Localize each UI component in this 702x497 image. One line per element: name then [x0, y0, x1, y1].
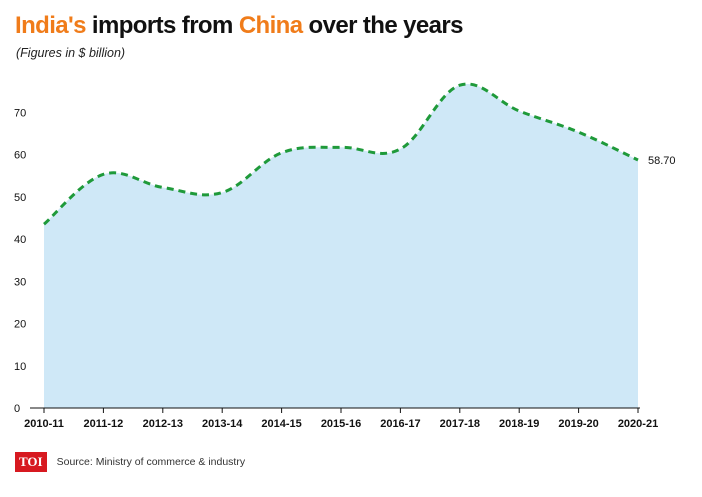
y-tick-label: 10	[14, 361, 26, 373]
y-tick-label: 60	[14, 150, 26, 162]
x-tick-label: 2013-14	[202, 418, 243, 430]
x-axis-ticks: 2010-11 2011-12 2012-13 2013-14 2014-15 2015-…	[24, 408, 658, 430]
y-tick-label: 70	[14, 107, 26, 119]
title-china: China	[238, 12, 303, 39]
y-tick-label: 50	[14, 192, 26, 204]
title-over-the-years: over the years	[302, 12, 464, 39]
x-tick-label: 2010-11	[24, 418, 64, 430]
y-tick-label: 0	[14, 403, 20, 415]
x-tick-label: 2017-18	[440, 418, 480, 430]
area-fill	[44, 84, 638, 408]
x-tick-label: 2015-16	[321, 418, 361, 430]
y-tick-label: 30	[14, 276, 26, 288]
y-axis-ticks: 0 10 20 30 40 50 60 70	[14, 107, 26, 415]
x-tick-label: 2016-17	[380, 418, 420, 430]
chart-subtitle: (Figures in $ billion)	[16, 46, 126, 60]
x-tick-label: 2011-12	[84, 418, 124, 430]
y-tick-label: 40	[14, 234, 26, 246]
source-note: Source: Ministry of commerce & industry	[56, 456, 246, 468]
footer: TOI Source: Ministry of commerce & indus…	[15, 452, 245, 472]
title-imports-from: imports from	[85, 12, 239, 39]
series-line	[43, 82, 639, 226]
end-value-label: 58.70	[648, 155, 676, 167]
x-tick-label: 2019-20	[558, 418, 598, 430]
x-tick-label: 2012-13	[143, 418, 183, 430]
toi-logo: TOI	[15, 452, 47, 472]
x-tick-label: 2018-19	[499, 418, 539, 430]
chart-title: India's imports from China over the year…	[15, 12, 464, 40]
y-tick-label: 20	[14, 319, 26, 331]
title-india: India's	[15, 12, 86, 39]
x-tick-label: 2020-21	[618, 418, 658, 430]
x-tick-label: 2014-15	[261, 418, 301, 430]
